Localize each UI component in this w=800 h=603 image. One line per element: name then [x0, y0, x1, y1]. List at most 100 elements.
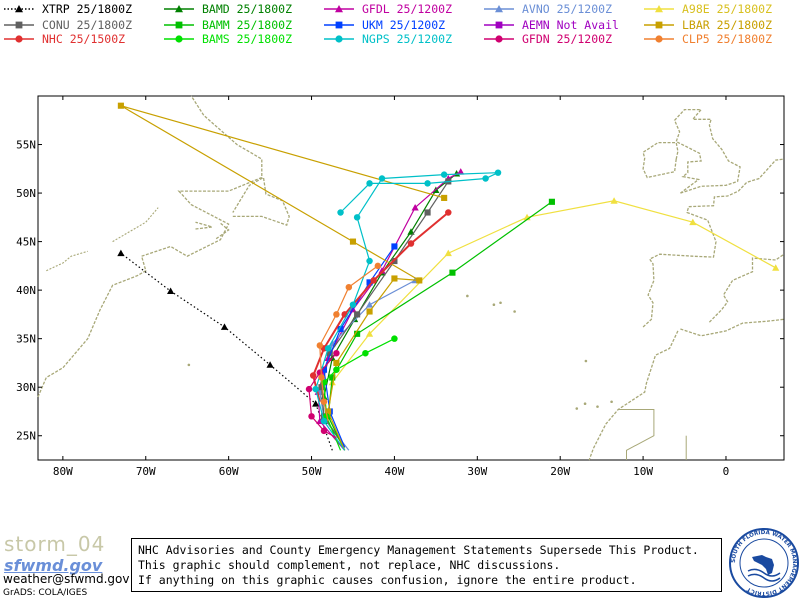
lon-tick-label: 80W [53, 465, 73, 478]
track-point [308, 413, 315, 420]
legend-swatch [4, 5, 34, 13]
track-point [411, 204, 419, 211]
legend-swatch [644, 5, 674, 13]
track-point [345, 283, 353, 291]
track-map: 25N 30N 35N 40N 45N 50N 55N 80W 70W 60W 50W 40W 30W 2… [0, 90, 800, 490]
lon-tick-label: 0 [723, 465, 730, 478]
lat-tick-label: 40N [16, 284, 36, 297]
lat-tick-label: 30N [16, 381, 36, 394]
legend-label: CONU 25/1800Z [42, 18, 133, 32]
track-point [117, 249, 125, 257]
track-point [365, 330, 374, 337]
seal-icon: SOUTH FLORIDA WATER MANAGEMENT DISTRICT [729, 528, 799, 598]
track-point [329, 374, 336, 381]
disclaimer-line: This graphic should complement, not repl… [138, 558, 561, 572]
track-point [391, 335, 398, 342]
track-point [309, 372, 317, 379]
model-legend: XTRP 25/1800Z BAMD 25/1800Z GFDL 25/1200Z A… [0, 0, 800, 48]
island [187, 363, 191, 367]
legend-label: CLP5 25/1800Z [682, 32, 773, 46]
track-point [391, 243, 398, 250]
island [583, 402, 587, 406]
legend-swatch [324, 5, 354, 13]
track-point [444, 249, 452, 257]
track-point [441, 194, 448, 201]
track-point [337, 209, 344, 216]
track-line [120, 252, 333, 451]
island [492, 303, 496, 306]
lon-tick-label: 50W [302, 465, 322, 478]
legend-swatch [164, 21, 194, 29]
storm-label: storm_04 [4, 532, 106, 556]
track-point [457, 168, 465, 175]
track-point [374, 262, 382, 270]
track-point [494, 169, 502, 176]
track-point [362, 349, 369, 357]
track-point [445, 209, 452, 216]
legend-label: UKM 25/1200Z [362, 18, 446, 32]
track-point [353, 214, 361, 221]
track-point [366, 308, 373, 315]
legend-swatch [164, 5, 194, 13]
track-point [440, 171, 448, 178]
coastline [680, 318, 785, 337]
track-point [548, 198, 555, 205]
track-point [305, 385, 313, 393]
track-point [689, 218, 697, 226]
coastline [708, 253, 785, 323]
legend-label: NHC 25/1500Z [42, 32, 126, 46]
track-point [320, 366, 328, 373]
track-point [333, 311, 340, 318]
legend-swatch [644, 35, 674, 43]
track-point [424, 209, 431, 216]
track-point [365, 301, 374, 308]
track-point [323, 413, 330, 420]
lon-tick-label: 20W [550, 465, 570, 478]
legend-item: XTRP 25/1800Z [2, 1, 132, 17]
coastline [588, 330, 679, 461]
island [466, 294, 469, 298]
track-point [318, 384, 325, 391]
track-point [416, 277, 423, 284]
track-point [318, 374, 325, 381]
legend-item: CLP5 25/1800Z [642, 31, 772, 47]
island [596, 405, 599, 408]
track-point [324, 345, 332, 352]
coastline [195, 221, 213, 230]
legend-item: AVNO 25/1200Z [482, 1, 612, 17]
track-line [315, 172, 499, 451]
border-line [618, 409, 655, 460]
track-point [320, 398, 328, 406]
track-point [312, 385, 319, 393]
lon-tick-label: 60W [219, 465, 239, 478]
track-point [378, 267, 386, 274]
island [513, 310, 516, 313]
track-point [424, 180, 431, 187]
legend-item: BAMM 25/1800Z [162, 17, 292, 33]
legend-label: BAMS 25/1800Z [202, 32, 293, 46]
legend-label: XTRP 25/1800Z [42, 2, 133, 16]
coastline [673, 108, 741, 194]
coastline [37, 95, 263, 398]
legend-label: A98E 25/1800Z [682, 2, 773, 16]
track-line [320, 181, 449, 448]
legend-item: NGPS 25/1200Z [322, 31, 452, 47]
lat-tick-label: 35N [16, 333, 36, 346]
track-point [449, 269, 456, 276]
coastline [642, 141, 679, 179]
track-lbar [117, 102, 448, 451]
legend-item: BAMS 25/1800Z [162, 31, 292, 47]
island [575, 407, 579, 410]
island [584, 359, 588, 363]
track-point [167, 287, 175, 294]
track-point [333, 366, 340, 373]
track-clp5 [316, 262, 382, 422]
track-point [378, 175, 386, 182]
legend-swatch [164, 35, 194, 43]
track-bams [320, 335, 398, 451]
sfwmd-seal: SOUTH FLORIDA WATER MANAGEMENT DISTRICT [728, 527, 800, 599]
track-point [370, 277, 377, 284]
coastline [215, 222, 230, 240]
track-point [349, 238, 357, 245]
lat-tick-label: 25N [16, 430, 36, 443]
